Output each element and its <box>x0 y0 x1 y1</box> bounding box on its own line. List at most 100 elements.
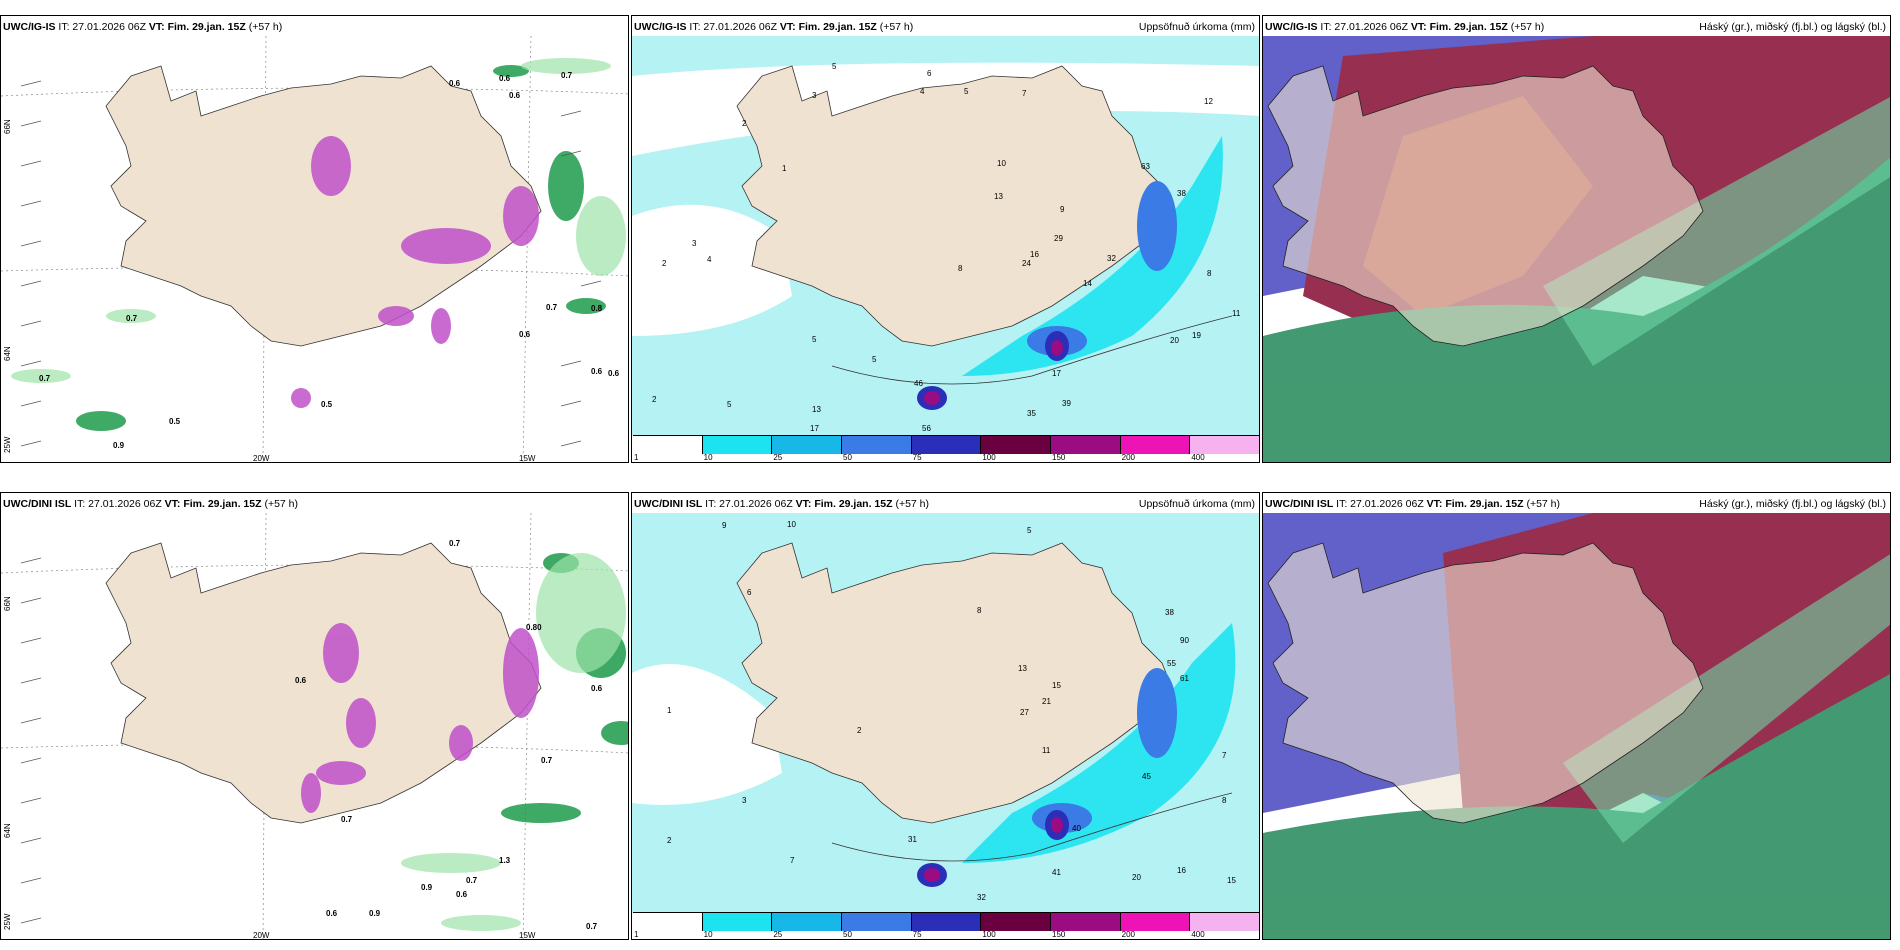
svg-text:2: 2 <box>662 259 667 268</box>
svg-text:5: 5 <box>1027 526 1032 535</box>
colorbar-tick-label: 25 <box>773 453 783 462</box>
svg-text:4: 4 <box>920 87 925 96</box>
svg-text:35: 35 <box>1027 409 1036 418</box>
panel-title: Uppsöfnuð úrkoma (mm) <box>1138 21 1255 33</box>
colorbar-segment <box>702 436 773 454</box>
svg-text:46: 46 <box>914 379 923 388</box>
svg-text:8: 8 <box>1222 796 1227 805</box>
svg-text:38: 38 <box>1177 189 1186 198</box>
panel-header: UWC/DINI ISL IT: 27.01.2026 06Z VT: Fim.… <box>1265 498 1561 510</box>
svg-text:15: 15 <box>1227 876 1236 885</box>
colorbar-segment <box>981 436 1052 454</box>
colorbar-tick-label: 10 <box>703 930 713 939</box>
svg-text:21: 21 <box>1042 697 1051 706</box>
svg-text:3: 3 <box>812 91 817 100</box>
svg-text:14: 14 <box>1083 279 1092 288</box>
svg-text:0.6: 0.6 <box>519 330 531 339</box>
colorbar-segment <box>1190 913 1259 931</box>
colorbar-segment <box>1051 913 1121 931</box>
lat-label: 25W <box>3 436 12 453</box>
colorbar-tick-label: 50 <box>843 453 852 462</box>
colorbar <box>633 435 1259 454</box>
panel-dini-precip: UWC/DINI ISL IT: 27.01.2026 06Z VT: Fim.… <box>631 492 1260 940</box>
svg-text:1.3: 1.3 <box>499 856 511 865</box>
svg-text:13: 13 <box>1018 664 1027 673</box>
svg-text:39: 39 <box>1062 399 1071 408</box>
lat-label: 64N <box>3 823 12 838</box>
svg-text:5: 5 <box>812 335 817 344</box>
colorbar-tick-label: 10 <box>703 453 713 462</box>
panel-igis-cloud: UWC/IG-IS IT: 27.01.2026 06Z VT: Fim. 29… <box>1262 15 1891 463</box>
svg-text:16: 16 <box>1030 250 1039 259</box>
svg-text:5: 5 <box>964 87 969 96</box>
svg-text:63: 63 <box>1141 162 1150 171</box>
panel-igis-precip: UWC/IG-IS IT: 27.01.2026 06Z VT: Fim. 29… <box>631 15 1260 463</box>
svg-text:32: 32 <box>977 893 986 902</box>
svg-text:0.7: 0.7 <box>341 815 353 824</box>
svg-text:5: 5 <box>727 400 732 409</box>
svg-text:56: 56 <box>922 424 931 433</box>
precip-map: 5 6 4 5 3 7 2 3 1 2 4 8 10 13 9 14 16 24… <box>632 36 1259 436</box>
svg-text:0.7: 0.7 <box>126 314 138 323</box>
svg-text:4: 4 <box>707 255 712 264</box>
svg-text:7: 7 <box>1222 751 1227 760</box>
svg-text:31: 31 <box>908 835 917 844</box>
colorbar-segment <box>1190 436 1259 454</box>
colorbar-segment <box>1120 913 1191 931</box>
colorbar-segment <box>633 913 703 931</box>
svg-text:0.6: 0.6 <box>499 74 511 83</box>
colorbar <box>633 912 1259 931</box>
svg-text:8: 8 <box>1207 269 1212 278</box>
svg-text:3: 3 <box>742 796 747 805</box>
panel-dini-wind: UWC/DINI ISL IT: 27.01.2026 06Z VT: Fim.… <box>0 492 629 940</box>
svg-text:6: 6 <box>747 588 752 597</box>
svg-text:0.7: 0.7 <box>541 756 553 765</box>
lat-label: 66N <box>3 596 12 611</box>
svg-text:24: 24 <box>1022 259 1031 268</box>
svg-text:9: 9 <box>722 521 727 530</box>
svg-text:20: 20 <box>1170 336 1179 345</box>
svg-text:10: 10 <box>997 159 1006 168</box>
svg-text:27: 27 <box>1020 708 1029 717</box>
svg-text:38: 38 <box>1165 608 1174 617</box>
svg-text:2: 2 <box>667 836 672 845</box>
svg-text:6: 6 <box>927 69 932 78</box>
svg-text:0.6: 0.6 <box>509 91 521 100</box>
iceland-land <box>105 65 542 347</box>
svg-text:1: 1 <box>667 706 672 715</box>
colorbar-segment <box>772 436 843 454</box>
colorbar-tick-label: 50 <box>843 930 852 939</box>
svg-text:0.6: 0.6 <box>456 890 468 899</box>
svg-text:9: 9 <box>1060 205 1065 214</box>
lon-label: 20W <box>253 931 270 940</box>
colorbar-tick-label: 200 <box>1121 453 1136 462</box>
panel-title: Háský (gr.), miðský (fj.bl.) og lágský (… <box>1699 21 1886 33</box>
panel-title: Uppsöfnuð úrkoma (mm) <box>1138 498 1255 510</box>
svg-text:0.9: 0.9 <box>421 883 433 892</box>
svg-text:0.7: 0.7 <box>546 303 558 312</box>
colorbar-segment <box>633 436 703 454</box>
colorbar-segment <box>772 913 843 931</box>
panel-header: UWC/DINI ISL IT: 27.01.2026 06Z VT: Fim.… <box>634 498 930 510</box>
svg-text:0.7: 0.7 <box>561 71 573 80</box>
svg-text:0.5: 0.5 <box>321 400 333 409</box>
svg-text:0.80: 0.80 <box>526 623 542 632</box>
svg-text:0.6: 0.6 <box>295 676 307 685</box>
cloud-map <box>1263 513 1890 939</box>
wind-map: 0.6 0.6 0.7 0.6 0.7 0.7 0.5 0.9 0.7 0.6 … <box>1 36 628 462</box>
svg-text:0.9: 0.9 <box>369 909 381 918</box>
panel-igis-wind: UWC/IG-IS IT: 27.01.2026 06Z VT: Fim. 29… <box>0 15 629 463</box>
colorbar-segment <box>702 913 773 931</box>
svg-text:0.9: 0.9 <box>113 441 125 450</box>
svg-text:20: 20 <box>1132 873 1141 882</box>
iceland-land <box>105 542 542 824</box>
iceland-land <box>736 65 1173 347</box>
precip-map: 9 10 6 5 8 13 21 15 27 11 38 90 55 61 45… <box>632 513 1259 913</box>
iceland-outline <box>1267 65 1704 347</box>
svg-text:55: 55 <box>1167 659 1176 668</box>
colorbar-segment <box>842 913 912 931</box>
svg-text:3: 3 <box>692 239 697 248</box>
svg-text:8: 8 <box>977 606 982 615</box>
svg-text:0.7: 0.7 <box>449 539 461 548</box>
svg-text:61: 61 <box>1180 674 1189 683</box>
